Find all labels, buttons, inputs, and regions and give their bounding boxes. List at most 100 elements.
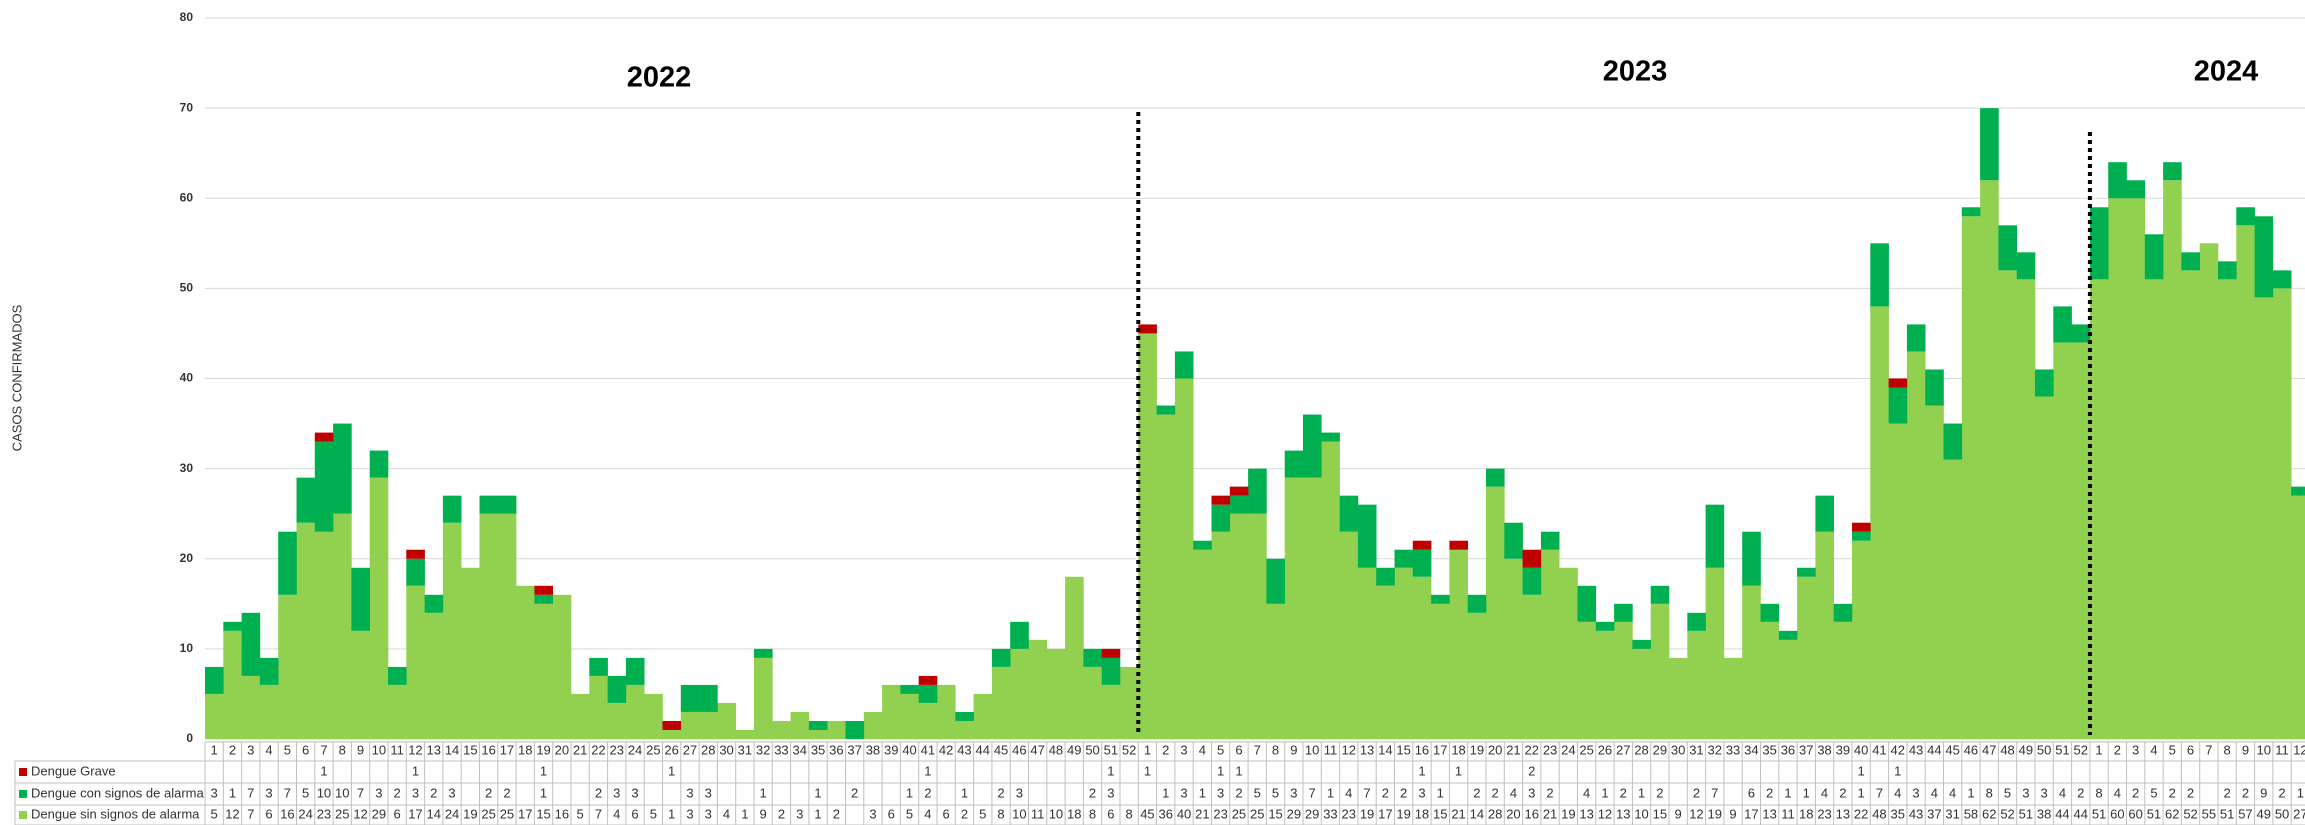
x-tick-label: 21 xyxy=(1506,742,1520,757)
bar-segment xyxy=(1595,621,1615,631)
table-cell: 17 xyxy=(1744,806,1758,821)
table-cell: 17 xyxy=(1378,806,1392,821)
bar-segment xyxy=(1614,603,1633,622)
table-cell: 7 xyxy=(1711,785,1718,800)
bar-segment xyxy=(2181,270,2200,739)
table-cell: 1 xyxy=(760,785,767,800)
table-cell: 3 xyxy=(1217,785,1224,800)
bar-segment xyxy=(955,720,974,739)
bar-segment xyxy=(1321,441,1340,739)
table-cell: 44 xyxy=(2055,806,2069,821)
table-cell: 25 xyxy=(335,806,349,821)
table-cell: 5 xyxy=(211,806,218,821)
bar-segment xyxy=(1852,540,1871,739)
bar-segment xyxy=(516,585,535,739)
x-tick-label: 50 xyxy=(1085,742,1099,757)
bar-segment xyxy=(1010,621,1029,649)
bar-segment xyxy=(1980,108,1999,181)
x-tick-label: 7 xyxy=(2205,742,2212,757)
bar-segment xyxy=(369,450,389,478)
table-cell: 4 xyxy=(1510,785,1517,800)
bar-segment xyxy=(1083,648,1102,667)
x-tick-label: 12 xyxy=(408,742,422,757)
table-cell: 23 xyxy=(1213,806,1227,821)
table-cell: 4 xyxy=(613,806,620,821)
bar-segment xyxy=(1174,378,1194,739)
table-cell: 16 xyxy=(555,806,569,821)
table-cell: 33 xyxy=(1323,806,1337,821)
table-cell: 25 xyxy=(500,806,514,821)
bar-segment xyxy=(754,648,773,658)
table-cell: 27 xyxy=(2293,806,2305,821)
bar-segment xyxy=(2089,207,2109,280)
bar-segment xyxy=(388,684,407,739)
table-cell: 5 xyxy=(577,806,584,821)
table-cell: 3 xyxy=(1016,785,1023,800)
bar-segment xyxy=(2071,324,2091,343)
table-cell: 28 xyxy=(1488,806,1502,821)
table-cell: 15 xyxy=(1433,806,1447,821)
table-cell: 29 xyxy=(1287,806,1301,821)
table-cell: 4 xyxy=(2114,785,2121,800)
x-tick-label: 23 xyxy=(610,742,624,757)
bar-segment xyxy=(1833,603,1853,622)
bar-segment xyxy=(259,657,279,685)
table-cell: 21 xyxy=(1451,806,1465,821)
table-cell: 25 xyxy=(1250,806,1264,821)
table-cell: 8 xyxy=(1089,806,1096,821)
table-cell: 51 xyxy=(2147,806,2161,821)
bar-segment xyxy=(2053,306,2072,343)
table-cell: 15 xyxy=(1653,806,1667,821)
table-cell: 2 xyxy=(997,785,1004,800)
table-cell: 11 xyxy=(1781,806,1795,821)
bar-segment xyxy=(571,693,590,739)
x-tick-label: 15 xyxy=(1396,742,1410,757)
bar-segment xyxy=(1321,432,1340,442)
x-tick-label: 31 xyxy=(1689,742,1703,757)
bar-segment xyxy=(223,630,242,739)
bar-segment xyxy=(2272,270,2292,289)
bar-segment xyxy=(1101,657,1121,685)
bar-segment xyxy=(1431,594,1450,604)
table-cell: 40 xyxy=(1177,806,1191,821)
x-tick-label: 36 xyxy=(829,742,843,757)
table-cell: 4 xyxy=(723,806,730,821)
table-cell: 62 xyxy=(1982,806,1996,821)
bar-segment xyxy=(1797,576,1816,739)
table-cell: 13 xyxy=(1579,806,1593,821)
table-cell: 13 xyxy=(1836,806,1850,821)
bar-segment xyxy=(1449,540,1468,550)
table-cell: 2 xyxy=(394,785,401,800)
table-cell: 2 xyxy=(1620,785,1627,800)
bar-segment xyxy=(2236,225,2255,740)
bar-segment xyxy=(1101,648,1121,658)
bar-segment xyxy=(314,441,334,532)
table-cell: 2 xyxy=(595,785,602,800)
table-cell: 4 xyxy=(1931,785,1938,800)
table-cell: 3 xyxy=(796,806,803,821)
x-tick-label: 10 xyxy=(1305,742,1319,757)
bar-segment xyxy=(1467,612,1487,739)
bar-segment xyxy=(2126,198,2146,739)
table-cell: 21 xyxy=(1195,806,1209,821)
table-cell: 9 xyxy=(760,806,767,821)
table-cell: 15 xyxy=(536,806,550,821)
table-cell: 3 xyxy=(1418,785,1425,800)
table-cell: 3 xyxy=(1528,785,1535,800)
bar-segment xyxy=(314,531,334,739)
table-cell: 2 xyxy=(503,785,510,800)
table-cell: 52 xyxy=(2000,806,2014,821)
bar-segment xyxy=(2199,243,2219,739)
table-cell: 45 xyxy=(1140,806,1154,821)
x-tick-label: 10 xyxy=(2257,742,2271,757)
bar-segment xyxy=(406,558,425,586)
table-cell: 8 xyxy=(1126,806,1133,821)
table-cell: 48 xyxy=(1872,806,1886,821)
table-cell: 1 xyxy=(1162,785,1169,800)
table-cell: 10 xyxy=(1012,806,1026,821)
x-tick-label: 47 xyxy=(1982,742,1996,757)
x-tick-label: 18 xyxy=(518,742,532,757)
x-tick-label: 9 xyxy=(1290,742,1297,757)
bar-segment xyxy=(314,432,334,442)
bar-segment xyxy=(1906,324,1926,352)
